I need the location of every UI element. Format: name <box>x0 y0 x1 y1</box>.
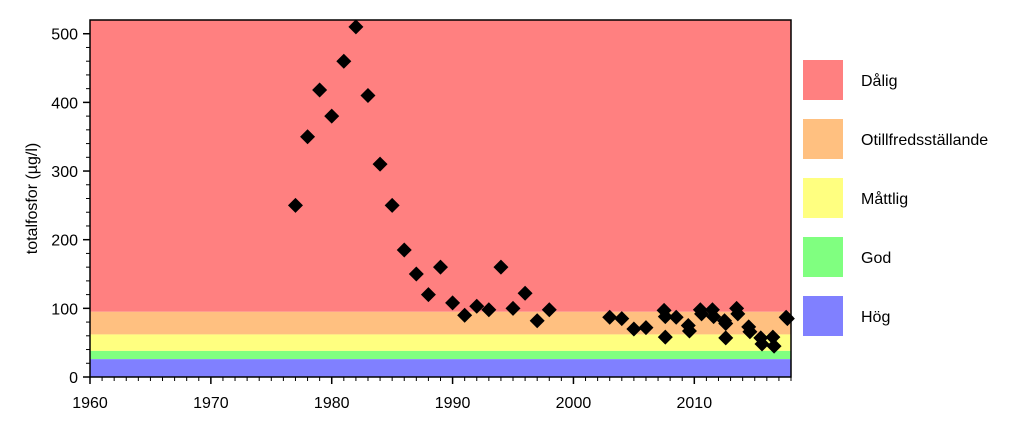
legend-label: God <box>861 250 891 267</box>
legend-swatch <box>803 296 843 336</box>
data-point <box>681 323 697 339</box>
legend: Dålig Otillfredsställande Måttlig God Hög <box>803 60 988 336</box>
data-point <box>657 329 673 345</box>
data-point <box>754 336 770 352</box>
x-tick-label: 2000 <box>556 395 592 412</box>
data-points <box>287 19 795 354</box>
data-point <box>493 259 509 275</box>
x-tick-label: 1960 <box>72 395 108 412</box>
y-tick-label: 200 <box>51 233 78 250</box>
data-point <box>517 285 533 301</box>
x-axis: 1960 1970 1980 1990 2000 2010 <box>72 377 792 412</box>
data-point <box>481 302 497 318</box>
legend-label: Hög <box>861 309 890 326</box>
data-point <box>396 242 412 258</box>
data-point <box>638 320 654 336</box>
data-point <box>300 129 316 145</box>
legend-swatch <box>803 237 843 277</box>
data-point <box>730 306 746 322</box>
data-point <box>324 108 340 124</box>
band-4 <box>90 359 791 377</box>
legend-swatch <box>803 60 843 100</box>
legend-label: Dålig <box>861 72 897 90</box>
data-point <box>336 53 352 69</box>
x-tick-label: 1990 <box>435 395 471 412</box>
data-point <box>668 309 684 325</box>
data-point <box>312 82 328 98</box>
data-point <box>384 197 400 213</box>
y-tick-label: 400 <box>51 95 78 112</box>
data-point <box>457 307 473 323</box>
data-point <box>766 338 782 354</box>
y-tick-label: 500 <box>51 27 78 44</box>
data-point <box>602 309 618 325</box>
data-point <box>408 266 424 282</box>
band-2 <box>90 334 791 351</box>
y-tick-label: 0 <box>69 370 78 387</box>
data-point <box>742 324 758 340</box>
data-point <box>469 298 485 314</box>
x-tick-label: 1970 <box>193 395 229 412</box>
legend-label: Måttlig <box>861 190 908 208</box>
data-point <box>505 300 521 316</box>
legend-label: Otillfredsställande <box>861 132 988 149</box>
data-point <box>541 302 557 318</box>
y-axis-title: totalfosfor (µg/l) <box>24 143 41 254</box>
y-tick-label: 300 <box>51 164 78 181</box>
x-tick-label: 1980 <box>314 395 350 412</box>
data-point <box>372 156 388 172</box>
x-tick-label: 2010 <box>677 395 713 412</box>
data-point <box>360 88 376 104</box>
data-point <box>657 309 673 325</box>
data-point <box>433 259 448 275</box>
data-point <box>529 313 545 329</box>
data-point <box>765 329 781 345</box>
data-point <box>614 311 630 327</box>
y-tick-label: 100 <box>51 301 78 318</box>
data-point <box>348 19 364 35</box>
y-axis: 0 100 200 300 400 500 <box>51 27 90 387</box>
data-point <box>626 321 642 337</box>
data-point <box>420 287 436 303</box>
data-point <box>718 330 734 346</box>
data-point <box>445 295 461 311</box>
band-3 <box>90 350 791 360</box>
legend-swatch <box>803 178 843 218</box>
data-point <box>718 315 734 331</box>
data-point <box>287 197 303 213</box>
legend-swatch <box>803 119 843 159</box>
